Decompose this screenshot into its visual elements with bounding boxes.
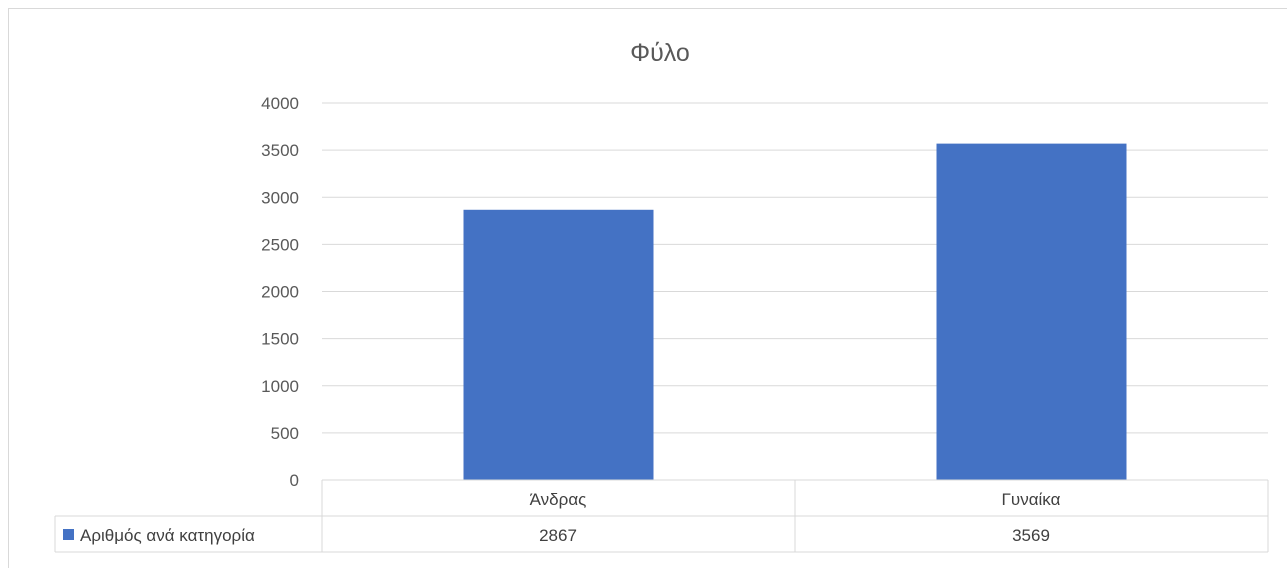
chart-area <box>8 8 1287 568</box>
bar-andras <box>463 209 654 480</box>
legend-key <box>63 529 74 540</box>
y-tick-label: 2500 <box>261 235 299 254</box>
y-tick-label: 3500 <box>261 141 299 160</box>
bars <box>463 143 1127 480</box>
table-value-gynaika: 3569 <box>1012 526 1050 545</box>
y-tick-label: 0 <box>290 471 299 490</box>
legend-series-name: Αριθμός ανά κατηγορία <box>80 526 255 545</box>
y-tick-label: 1500 <box>261 330 299 349</box>
y-tick-label: 3000 <box>261 188 299 207</box>
table-value-andras: 2867 <box>539 526 577 545</box>
y-tick-label: 1000 <box>261 377 299 396</box>
data-table: Άνδρας Γυναίκα Αριθμός ανά κατηγορία 286… <box>54 479 1269 553</box>
y-tick-label: 2000 <box>261 283 299 302</box>
category-label-gynaika: Γυναίκα <box>1002 490 1061 509</box>
bar-gynaika <box>936 143 1127 480</box>
category-label-andras: Άνδρας <box>530 490 587 509</box>
y-tick-label: 4000 <box>261 94 299 113</box>
y-tick-label: 500 <box>271 424 299 443</box>
chart-title: Φύλο <box>630 39 690 67</box>
y-axis-ticks: 0 500 1000 1500 2000 2500 3000 3500 4000 <box>261 94 299 490</box>
